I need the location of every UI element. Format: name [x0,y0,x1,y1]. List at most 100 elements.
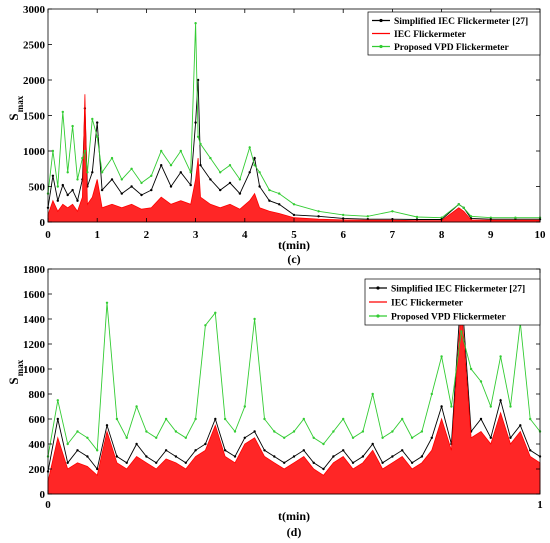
panel-d-data-point [292,455,296,458]
panel-d-y-tick-label: 0 [40,489,46,501]
panel-d-data-point [322,467,325,471]
panel-d-data-point [243,405,246,408]
panel-c-y-tick-label: 2000 [23,75,46,87]
panel-d-data-point [66,461,69,464]
panel-c-data-point [120,192,124,195]
panel-c-y-axis-label-main: S [6,113,21,120]
panel-d-legend-box [364,278,541,326]
panel-d-data-point [174,430,178,433]
chart-panel-d: 0 1 0 200 400 600 800 1000 1200 1400 1600 1800 t(min… [6,264,543,539]
panel-c-data-point [196,135,200,138]
panel-c-data-point [194,121,197,124]
panel-d-x-axis-label: t(min) [278,509,310,523]
panel-c-data-point [96,121,99,124]
panel-d-data-point [509,436,512,439]
panel-c-x-axis-label: t(min) [278,238,310,252]
panel-d-legend-label: IEC Flickermeter [391,299,464,309]
panel-c-y-axis-label-sub: max [15,95,25,112]
panel-c-data-point [130,185,133,188]
panel-d-data-point [332,430,335,433]
panel-c-data-point [110,178,114,181]
panel-d-data-point [371,442,374,446]
panel-c-series-2 [46,22,542,219]
panel-d-data-point [410,436,414,439]
panel-c-series-area [47,94,541,223]
panel-c-y-tick-label: 2500 [23,40,46,52]
panel-d-data-point [214,311,217,314]
panel-c-data-point [120,178,124,181]
panel-c-data-point [76,199,79,202]
panel-c-data-point [342,213,345,217]
panel-d-data-point [223,449,227,452]
panel-d-series-2 [46,301,542,458]
panel-d-data-point [499,355,502,358]
panel-c-data-point [219,171,222,174]
panel-c-x-tick-label: 3 [193,229,199,241]
panel-c-data-point [91,117,94,121]
panel-c-data-point [71,124,74,128]
panel-c-data-point [238,178,242,181]
panel-d-y-tick-label: 200 [29,464,46,476]
panel-d-data-point [145,430,148,433]
panel-d-data-point [489,405,492,408]
panel-c-data-point [160,149,163,153]
panel-d-data-point [76,430,79,433]
panel-d-data-point [283,461,286,464]
panel-d-data-point [145,455,148,458]
panel-c-x-tick-label: 10 [535,229,547,241]
panel-c-data-point [51,174,55,177]
panel-d-data-point [253,430,256,433]
panel-c-data-point [140,181,143,185]
panel-c-data-point [179,171,182,174]
panel-d-data-point [155,461,158,464]
panel-d-y-tick-label: 1200 [23,339,46,351]
panel-c-x-tick-label: 2 [144,229,150,241]
panel-c-data-point [61,183,64,187]
panel-c-data-point [258,171,261,174]
panel-d-y-tick-label: 600 [29,414,46,426]
panel-d-data-point [420,455,424,458]
panel-c-data-point [228,181,232,185]
panel-c-panel-label: (c) [287,252,300,266]
panel-d-data-point [381,461,384,464]
panel-d-data-point [440,405,443,408]
panel-c-data-point [199,142,202,146]
panel-c-x-tick-label: 7 [390,229,396,241]
panel-d-data-point [499,399,502,402]
panel-d-data-point [86,436,89,439]
panel-c-data-point [194,22,197,25]
panel-d-data-point [529,449,532,452]
panel-c-data-point [228,164,232,167]
panel-c-data-point [489,216,492,219]
panel-c-series-line [47,79,540,220]
panel-d-data-point [410,461,414,464]
panel-d-data-point [56,417,59,421]
panel-d-data-point [76,449,79,452]
panel-c-y-tick-label: 500 [29,182,46,194]
panel-c-legend-label: Simplified IEC Flickermeter [27] [394,17,528,27]
panel-d-data-point [312,436,315,439]
panel-c-data-point [96,135,99,138]
panel-c-data-point [150,188,153,192]
chart-panel-c: 0 1 2 3 4 5 6 7 8 9 10 0 500 1000 1500 2000 2500 3000 t(mi… [6,4,546,266]
panel-d-data-point [263,449,266,452]
panel-d-data-point [292,430,296,433]
panel-c-data-point [100,171,104,174]
panel-d-data-point [430,436,433,439]
panel-c-data-point [179,149,182,153]
panel-d-series-area [47,306,541,495]
panel-c-data-point [81,156,84,160]
panel-c-data-point [248,171,251,174]
panel-c-data-point [56,199,59,202]
panel-d-data-point [489,436,492,439]
panel-d-y-axis-label-sub: max [15,359,25,376]
panel-c-data-point [76,178,79,181]
panel-d-data-point [479,417,483,421]
panel-c-data-point [440,216,443,219]
panel-c-data-point [253,164,256,167]
panel-c-legend-box [367,11,541,56]
panel-d-data-point [194,417,197,421]
panel-c-data-point [253,156,256,160]
panel-d-data-point [401,417,404,421]
panel-d-data-point [312,461,315,464]
